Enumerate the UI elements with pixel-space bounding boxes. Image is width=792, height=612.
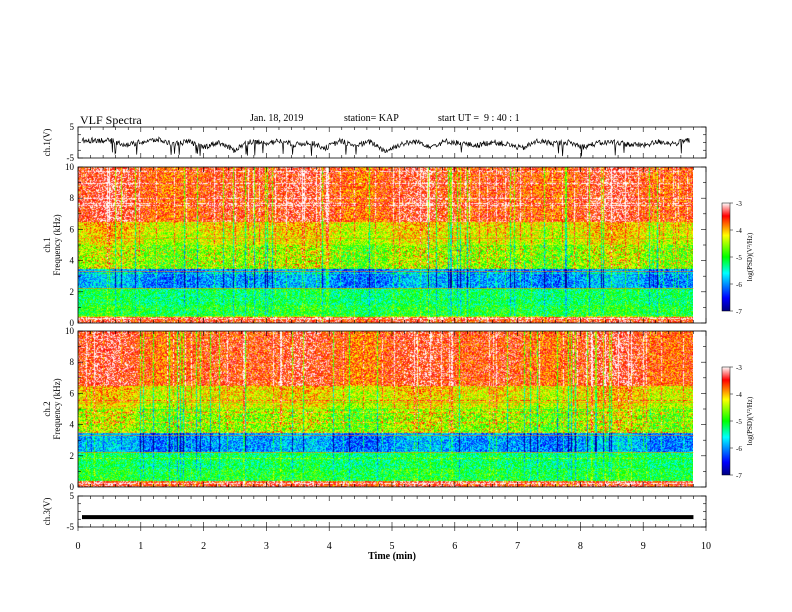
y-tick-label: 5 [70,491,75,501]
colorbar-tick-label: -6 [736,281,742,289]
ch2-spectrogram-ylabel: ch.2 [42,401,52,416]
ch2-spectrogram-image [78,331,693,487]
y-tick-label: 8 [70,193,75,203]
x-tick-label: 6 [452,541,457,552]
ch1-spectrogram-ylabel: Frequency (kHz) [52,214,62,275]
y-tick-label: 10 [65,162,75,172]
colorbar-tick-label: -6 [736,445,742,453]
ch1-spectrogram-ylabel: ch.1 [42,237,52,252]
colorbar-label: log(PSD)(V²/Hz) [746,232,754,281]
x-tick-label: 4 [327,541,332,552]
y-tick-label: -5 [67,153,75,163]
x-tick-label: 0 [76,541,81,552]
x-tick-label: 2 [201,541,206,552]
header-title: VLF Spectra [80,113,142,127]
colorbar-tick-label: -3 [736,364,742,372]
y-tick-label: 8 [70,357,75,367]
x-tick-label: 7 [515,541,520,552]
colorbar-tick-label: -5 [736,254,742,262]
colorbar-tick-label: -4 [736,391,742,399]
x-tick-label: 10 [701,541,711,552]
header-date: Jan. 18, 2019 [250,113,304,124]
x-tick-label: 3 [264,541,269,552]
y-tick-label: 10 [65,326,75,336]
ch1-waveform-ylabel: ch.1(V) [42,129,52,157]
y-tick-label: 6 [70,388,75,398]
colorbar-label: log(PSD)(V²/Hz) [746,396,754,445]
ch1-spectrogram-image [78,167,693,323]
y-tick-label: 5 [70,122,75,132]
ch1-waveform-trace [81,136,690,157]
ch3-waveform-ylabel: ch.3(V) [42,498,52,526]
y-tick-label: 0 [70,318,75,328]
y-tick-label: 4 [70,256,75,266]
ch2-spectrogram-ylabel: Frequency (kHz) [52,378,62,439]
y-tick-label: 2 [70,287,75,297]
x-tick-label: 1 [138,541,143,552]
x-tick-label: 9 [641,541,646,552]
colorbar-tick-label: -5 [736,418,742,426]
x-tick-label: 8 [578,541,583,552]
header-station: station= KAP [344,113,399,124]
colorbar-tick-label: -4 [736,227,742,235]
colorbar-tick-label: -3 [736,200,742,208]
y-tick-label: 4 [70,420,75,430]
y-tick-label: 0 [70,482,75,492]
ch2-colorbar [721,366,731,476]
x-tick-label: 5 [390,541,395,552]
y-tick-label: 2 [70,451,75,461]
colorbar-tick-label: -7 [736,308,742,316]
y-tick-label: -5 [67,522,75,532]
header-start-time: start UT = 9 : 40 : 1 [438,113,520,124]
ch1-colorbar [721,202,731,312]
x-axis-label: Time (min) [368,551,416,562]
y-tick-label: 6 [70,224,75,234]
colorbar-tick-label: -7 [736,472,742,480]
